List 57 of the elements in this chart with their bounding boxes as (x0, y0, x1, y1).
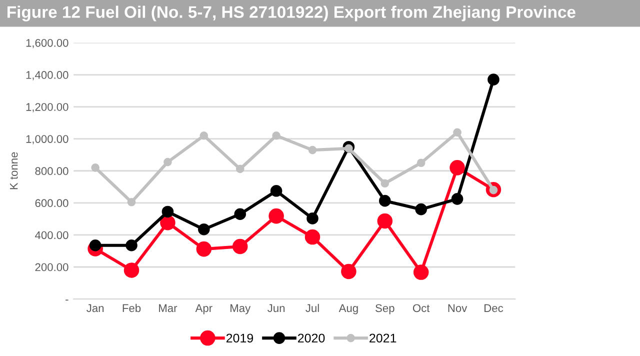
point (272, 131, 280, 140)
y-tick-label: - (66, 300, 68, 301)
point (198, 223, 210, 236)
point (89, 239, 102, 252)
point (413, 264, 429, 280)
x-tick-label: May (230, 304, 251, 314)
point (377, 213, 393, 229)
point (124, 262, 140, 278)
point (196, 241, 212, 257)
legend-label: 2019 (226, 334, 254, 343)
y-tick-label: 1,400.00 (26, 71, 68, 80)
point (488, 74, 500, 86)
point (200, 131, 208, 140)
y-tick-label: 1,200.00 (26, 103, 68, 112)
point (162, 206, 174, 218)
y-axis-title: K tonne (10, 152, 18, 190)
x-tick-label: Feb (122, 304, 141, 312)
point (415, 203, 427, 216)
point (232, 238, 248, 254)
x-tick-label: Aug (338, 304, 358, 314)
y-tick-label: 200.00 (35, 263, 68, 272)
point (91, 164, 100, 172)
x-tick-label: Oct (412, 304, 430, 312)
point (378, 194, 391, 207)
point (270, 185, 282, 197)
point (126, 239, 138, 252)
point (268, 208, 284, 224)
point (127, 198, 136, 206)
x-tick-label: Nov (448, 304, 468, 312)
x-tick-label: Dec (484, 304, 504, 312)
point (453, 128, 462, 137)
point (304, 229, 320, 245)
legend-label: 2021 (370, 334, 396, 343)
point (380, 179, 390, 188)
x-tick-label: Jun (268, 304, 285, 312)
y-tick-label: 800.00 (35, 167, 68, 176)
x-tick-label: Mar (159, 304, 178, 312)
legend-label: 2020 (298, 334, 325, 343)
x-tick-label: Sep (376, 304, 394, 314)
point (416, 158, 426, 168)
point (306, 212, 318, 224)
point (450, 160, 465, 176)
chart-title: Figure 12 Fuel Oil (No. 5-7, HS 27101922) Export from Zhejiang Province (8, 6, 576, 22)
y-tick-label: 600.00 (35, 199, 68, 208)
point (160, 214, 176, 230)
point (451, 193, 464, 205)
point (308, 146, 317, 154)
point (164, 158, 172, 166)
point (234, 208, 246, 220)
x-tick-label: Jan (86, 304, 104, 312)
y-tick-label: 1,600.00 (26, 38, 68, 48)
x-tick-label: Apr (195, 304, 212, 314)
y-tick-label: 400.00 (35, 231, 68, 240)
point (236, 164, 244, 174)
x-tick-label: Jul (306, 304, 319, 312)
y-tick-label: 1,000.00 (26, 135, 68, 144)
point (341, 264, 356, 280)
